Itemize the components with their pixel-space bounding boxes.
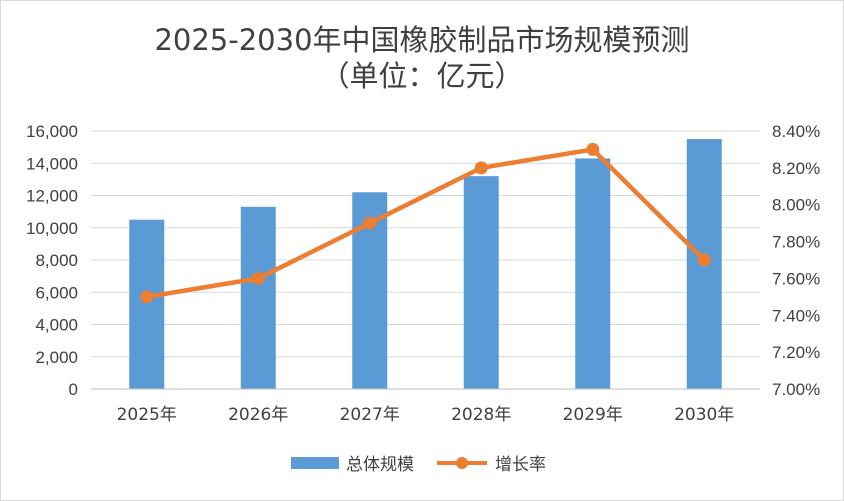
x-tick-label: 2029年	[563, 405, 623, 425]
x-tick-label: 2025年	[117, 405, 177, 425]
y-right-tick-label: 8.00%	[772, 196, 820, 215]
y-right-tick-label: 7.40%	[772, 306, 820, 325]
y-left-tick-label: 8,000	[35, 251, 78, 270]
y-left-tick-label: 4,000	[35, 316, 78, 335]
y-right-tick-label: 7.80%	[772, 233, 820, 252]
legend: 总体规模 增长率	[291, 455, 546, 475]
right-axis: 7.00% 7.20% 7.40% 7.60% 7.80% 8.00% 8.20% 8.40%	[772, 122, 820, 399]
line-point	[251, 271, 265, 285]
legend-line-marker	[456, 457, 468, 469]
y-left-tick-label: 12,000	[26, 187, 78, 206]
line-point	[697, 253, 711, 267]
left-axis: 0 2,000 4,000 6,000 8,000 10,000 12,000 14,000 1…	[26, 122, 78, 399]
y-right-tick-label: 8.20%	[772, 159, 820, 178]
bar	[463, 176, 499, 389]
y-right-tick-label: 7.00%	[772, 380, 820, 399]
y-left-tick-label: 10,000	[26, 219, 78, 238]
bar	[575, 158, 611, 389]
x-tick-label: 2027年	[340, 405, 400, 425]
y-left-tick-label: 6,000	[35, 283, 78, 302]
line-point	[474, 161, 488, 175]
y-right-tick-label: 7.20%	[772, 343, 820, 362]
y-left-tick-label: 2,000	[35, 348, 78, 367]
y-left-tick-label: 14,000	[26, 154, 78, 173]
chart-title: 2025-2030年中国橡胶制品市场规模预测	[154, 23, 689, 57]
legend-line-label: 增长率	[495, 455, 546, 475]
line-point	[363, 216, 377, 230]
line-point	[586, 142, 600, 156]
y-left-tick-label: 0	[69, 380, 78, 399]
y-right-tick-label: 7.60%	[772, 269, 820, 288]
line-point	[140, 290, 154, 304]
growth-line	[144, 147, 707, 300]
bar	[240, 206, 276, 389]
legend-bar-label: 总体规模	[346, 455, 414, 475]
y-right-tick-label: 8.40%	[772, 122, 820, 141]
line-series	[140, 142, 711, 304]
bar	[129, 219, 165, 389]
legend-bar-swatch	[291, 457, 339, 469]
chart-subtitle: （单位：亿元）	[320, 59, 523, 93]
x-tick-label: 2028年	[451, 405, 511, 425]
x-tick-label: 2030年	[674, 405, 734, 425]
x-axis: 2025年 2026年 2027年 2028年 2029年 2030年	[91, 388, 760, 425]
y-left-tick-label: 16,000	[26, 122, 78, 141]
x-tick-label: 2026年	[228, 405, 288, 425]
